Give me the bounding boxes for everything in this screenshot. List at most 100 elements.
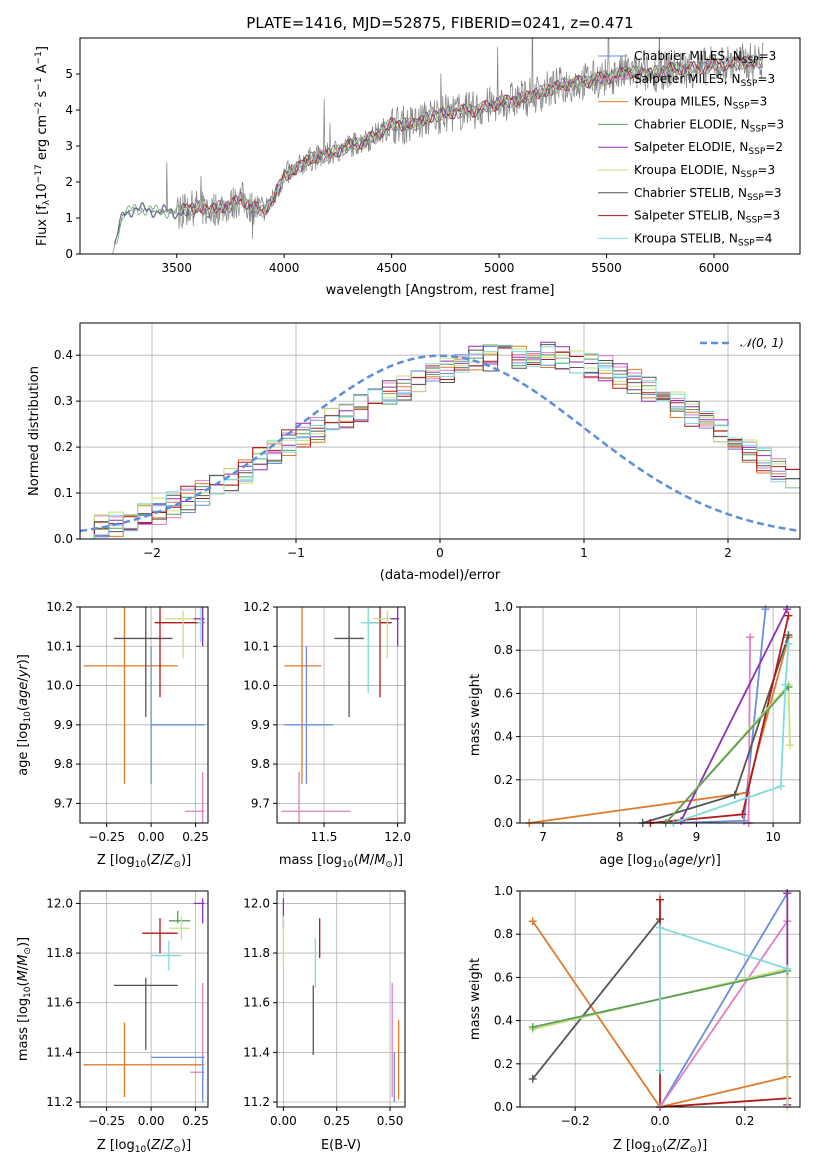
- y-tick-label: 5: [65, 67, 73, 81]
- plus-marker-chabrier-stelib: [784, 631, 793, 640]
- legend-label-salpeter-elodie: Salpeter ELODIE, NSSP=2: [634, 140, 783, 157]
- histogram-legend: 𝒩(0, 1): [700, 336, 784, 350]
- flux-label-part: ]: [35, 46, 50, 51]
- plus-marker-kroupa-stelib: [781, 680, 790, 689]
- age-vs-metallicity-panel: −0.25 0.00 0.25 9.7 9.8 9.9 10.0 10.1 10.2 Z [lo…: [16, 600, 209, 870]
- plus-marker-kroupa-stelib: [783, 964, 792, 973]
- spectrum-ylabel: Flux [fλ10−17 erg cm−2 s−1 A−1]: [34, 46, 52, 246]
- x-tick-label: −2: [143, 546, 161, 560]
- errorbar-data-group: [282, 898, 400, 1103]
- y-tick-label: 10.2: [243, 600, 270, 614]
- mass-vs-metallicity-xlabel: Z [log10(Z/Z⊙)]: [97, 1138, 191, 1155]
- mass-weight-line-salpeter-miles: [659, 920, 789, 1108]
- plus-marker-salpeter-stelib: [784, 611, 793, 620]
- mass-weight-vs-age-xlabel: age [log10(age/yr)]: [599, 853, 721, 870]
- spectrum-xlabel: wavelength [Angstrom, rest frame]: [326, 283, 555, 298]
- y-tick-label: 1: [65, 211, 73, 225]
- plus-marker-chabrier-stelib: [730, 790, 739, 799]
- flux-label-part: Flux [f: [35, 205, 50, 246]
- age-vs-mass-xlabel: mass [log10(M/M⊙)]: [279, 853, 403, 870]
- flux-label-sub-lambda: λ: [42, 199, 52, 205]
- plus-marker-kroupa-stelib: [784, 639, 793, 648]
- mass-vs-metallicity-marks: −0.25 0.00 0.25 11.2 11.4 11.6 11.8 12.0: [46, 891, 209, 1128]
- y-tick-label: 11.6: [243, 996, 270, 1010]
- x-tick-label: −0.25: [88, 1114, 125, 1128]
- legend-label-chabrier-miles: Chabrier MILES, NSSP=3: [634, 49, 776, 66]
- mass-weight-vs-age-panel: 7 8 9 10 0.0 0.2 0.4 0.6 0.8 1.0 age [log10(age/y…: [468, 600, 801, 870]
- y-tick-label: 10.1: [46, 639, 73, 653]
- y-tick-label: 0.4: [494, 1014, 513, 1028]
- y-tick-label: 9.7: [54, 796, 73, 810]
- legend-label-salpeter-stelib: Salpeter STELIB, NSSP=3: [634, 209, 780, 226]
- x-tick-label: 10: [766, 830, 781, 844]
- y-tick-label: 11.8: [243, 946, 270, 960]
- mass-weight-line-chabrier-miles: [659, 892, 789, 1108]
- flux-label-sup: −2: [34, 102, 44, 115]
- legend-label-chabrier-stelib: Chabrier STELIB, NSSP=3: [634, 186, 782, 203]
- plus-marker-salpeter-elodie: [783, 889, 792, 898]
- plus-marker-kroupa-miles: [528, 917, 537, 926]
- spectrum-data-group: [111, 38, 764, 254]
- histogram-data-group: [80, 341, 800, 539]
- age-vs-mass-marks: 11.5 12.0 9.7 9.8 9.9 10.0 10.1 10.2: [243, 600, 411, 844]
- plus-marker-chabrier-miles: [761, 605, 770, 614]
- plus-marker-chabrier-elodie: [528, 1023, 537, 1032]
- x-tick-label: 5000: [484, 261, 515, 275]
- y-tick-label: 11.4: [243, 1045, 270, 1059]
- flux-label-sup: −1: [34, 51, 44, 64]
- histogram-marks: −2 −1 0 1 2 0.0 0.1 0.2 0.3 0.4: [54, 323, 800, 560]
- x-tick-label: 0.0: [650, 1114, 669, 1128]
- flux-label-part: A: [35, 64, 50, 77]
- y-tick-label: 0.0: [494, 1100, 513, 1114]
- y-tick-label: 0.6: [494, 686, 513, 700]
- model-spectrum-chabrier-stelib: [114, 56, 764, 244]
- x-tick-label: 1: [580, 546, 588, 560]
- y-tick-label: 10.0: [243, 679, 270, 693]
- mass-weight-vs-age-frame: [519, 606, 801, 824]
- mass-weight-vs-metallicity-frame: [519, 890, 801, 1108]
- y-tick-label: 12.0: [46, 896, 73, 910]
- mass-weight-line-chabrier-elodie: [665, 686, 790, 824]
- mass-vs-metallicity-ylabel: mass [log10(M/M⊙)]: [16, 937, 33, 1061]
- x-tick-label: 0.00: [138, 830, 165, 844]
- legend-label-chabrier-elodie: Chabrier ELODIE, NSSP=3: [634, 117, 784, 134]
- age-vs-metallicity-marks: −0.25 0.00 0.25 9.7 9.8 9.9 10.0 10.1 10.2: [46, 600, 209, 844]
- y-tick-label: 11.6: [46, 996, 73, 1010]
- mass-weight-vs-age-ylabel: mass weight: [468, 674, 483, 756]
- y-tick-label: 0.2: [494, 1057, 513, 1071]
- histogram-ylabel: Normed distribution: [27, 366, 42, 496]
- x-tick-label: 9: [693, 830, 701, 844]
- spectrum-legend: Chabrier MILES, NSSP=3 Salpeter MILES, NS…: [598, 49, 784, 248]
- x-tick-label: 4000: [269, 261, 300, 275]
- plus-marker-kroupa-stelib: [656, 1066, 664, 1075]
- plus-marker-chabrier-stelib: [528, 1074, 537, 1083]
- y-tick-label: 9.8: [54, 757, 73, 771]
- plus-marker-chabrier-miles: [740, 816, 748, 825]
- legend-label-salpeter-miles: Salpeter MILES, NSSP=3: [634, 72, 775, 89]
- y-tick-label: 0.0: [54, 532, 73, 546]
- x-tick-label: −1: [287, 546, 305, 560]
- age-vs-mass-panel: 11.5 12.0 9.7 9.8 9.9 10.0 10.1 10.2 mass [log1…: [243, 600, 411, 870]
- mass-vs-reddening-marks: 0.00 0.25 0.50 11.2 11.4 11.6 11.8 12.0: [243, 891, 405, 1128]
- x-tick-label: −0.25: [88, 830, 125, 844]
- y-tick-label: 1.0: [494, 884, 513, 898]
- x-tick-label: 6000: [699, 261, 730, 275]
- mass-vs-metallicity-frame: [79, 890, 209, 1108]
- age-vs-metallicity-ylabel: age [log10(age/yr)]: [16, 654, 33, 776]
- y-tick-label: 9.7: [251, 796, 270, 810]
- mass-weight-vs-age-marks: 7 8 9 10 0.0 0.2 0.4 0.6 0.8 1.0: [494, 600, 800, 844]
- y-tick-label: 3: [65, 139, 73, 153]
- x-tick-label: 11.5: [311, 830, 338, 844]
- y-tick-label: 4: [65, 103, 73, 117]
- mass-weight-vs-metallicity-xlabel: Z [log10(Z/Z⊙)]: [613, 1138, 707, 1155]
- y-tick-label: 10.1: [243, 639, 270, 653]
- mass-weight-line-kroupa-stelib: [673, 643, 790, 824]
- age-vs-metallicity-frame: [79, 606, 209, 824]
- flux-label-part: s: [35, 90, 50, 101]
- legend-label-kroupa-miles: Kroupa MILES, NSSP=3: [634, 95, 767, 112]
- x-tick-label: 0: [436, 546, 444, 560]
- mass-vs-metallicity-panel: −0.25 0.00 0.25 11.2 11.4 11.6 11.8 12.0 Z [log…: [16, 890, 209, 1155]
- x-tick-label: 8: [616, 830, 624, 844]
